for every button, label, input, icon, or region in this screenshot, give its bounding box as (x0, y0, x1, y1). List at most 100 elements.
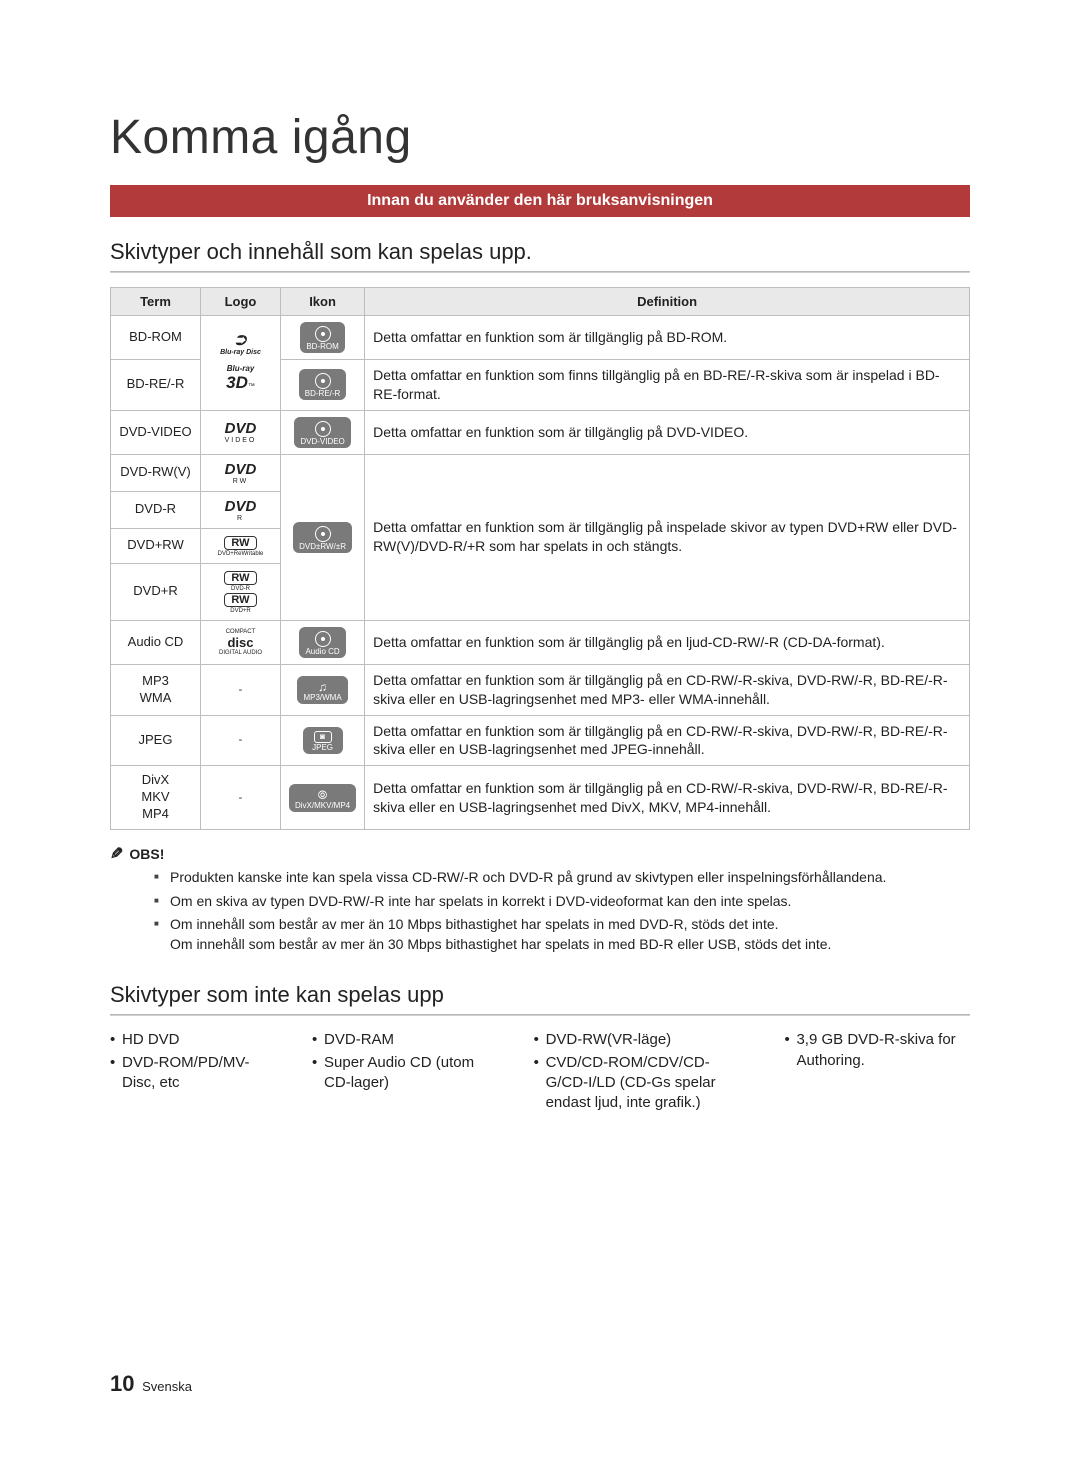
cd-logo-icon: disc (227, 635, 253, 650)
table-row: DVD-RW(V) DVD RW DVD±RW/±R Detta omfatta… (111, 454, 970, 491)
dvd-logo-sub: RW (209, 478, 272, 485)
th-ikon: Ikon (281, 288, 365, 316)
list-item: DVD-ROM/PD/MV-Disc, etc (110, 1053, 276, 1094)
video-icon: ⦾ DivX/MKV/MP4 (289, 784, 356, 812)
table-row: JPEG - ◙ JPEG Detta omfattar en funktion… (111, 715, 970, 766)
bluray-logo-icon: ⮊ (235, 332, 246, 349)
page-root: Komma igång Innan du använder den här br… (0, 0, 1080, 1115)
cell-term: MP3 WMA (111, 664, 201, 715)
cell-def: Detta omfattar en funktion som är tillgä… (365, 410, 970, 454)
heading-underline (110, 1014, 970, 1016)
dvd-logo-icon: DVD (225, 461, 257, 478)
cd-logo-sub: DIGITAL AUDIO (209, 650, 272, 656)
obs-label-text: OBS! (129, 846, 164, 862)
list-item: Super Audio CD (utom CD-lager) (312, 1053, 498, 1094)
heading-unplayable: Skivtyper som inte kan spelas upp (110, 982, 970, 1008)
rw-logo-sub: DVD+R (209, 608, 272, 614)
th-term: Term (111, 288, 201, 316)
cell-term: DVD-RW(V) (111, 454, 201, 491)
page-footer: 10 Svenska (110, 1371, 192, 1397)
note-icon: ✎ (110, 844, 123, 864)
table-row: BD-ROM ⮊ Blu-ray Disc Blu-ray 3D™ BD-ROM… (111, 316, 970, 360)
cell-logo: RW DVD+ReWritable (201, 528, 281, 563)
cell-ikon: ♫ MP3/WMA (281, 664, 365, 715)
ikon-label: BD-RE/-R (305, 389, 341, 398)
cell-ikon: DVD±RW/±R (281, 454, 365, 620)
cell-logo: - (201, 766, 281, 830)
cell-logo: - (201, 664, 281, 715)
cell-term: DVD+RW (111, 528, 201, 563)
bluray3d-main: 3D (226, 373, 248, 393)
bluray3d-top: Blu-ray (209, 364, 272, 373)
list-item: Om innehåll som består av mer än 10 Mbps… (154, 915, 970, 954)
list-item: HD DVD (110, 1030, 276, 1050)
cell-ikon: BD-ROM (281, 316, 365, 360)
rw-logo-sub: DVD-R (209, 586, 272, 592)
ikon-label: MP3/WMA (303, 693, 341, 702)
dvd-logo-icon: DVD (225, 420, 257, 437)
disc-icon: DVD-VIDEO (294, 417, 350, 448)
rw-logo-icon: RW (224, 536, 256, 550)
page-number: 10 (110, 1371, 134, 1396)
cell-ikon: BD-RE/-R (281, 360, 365, 411)
table-header-row: Term Logo Ikon Definition (111, 288, 970, 316)
cell-logo: DVD VIDEO (201, 410, 281, 454)
table-row: DivX MKV MP4 - ⦾ DivX/MKV/MP4 Detta omfa… (111, 766, 970, 830)
image-icon: ◙ JPEG (303, 727, 343, 754)
list-item: 3,9 GB DVD-R-skiva for Authoring. (784, 1030, 970, 1071)
list-item: DVD-RAM (312, 1030, 498, 1050)
cell-def: Detta omfattar en funktion som är tillgä… (365, 620, 970, 664)
unplay-col: 3,9 GB DVD-R-skiva for Authoring. (784, 1030, 970, 1115)
obs-list: Produkten kanske inte kan spela vissa CD… (110, 868, 970, 954)
cell-logo: DVD RW (201, 454, 281, 491)
dvd-logo-sub: VIDEO (209, 437, 272, 444)
dvd-logo-icon: DVD (225, 498, 257, 515)
cell-ikon: Audio CD (281, 620, 365, 664)
rw-logo-icon: RW (224, 571, 256, 585)
unplay-col: HD DVD DVD-ROM/PD/MV-Disc, etc (110, 1030, 276, 1115)
table-row: Audio CD COMPACT disc DIGITAL AUDIO Audi… (111, 620, 970, 664)
th-definition: Definition (365, 288, 970, 316)
cell-def: Detta omfattar en funktion som är tillgä… (365, 766, 970, 830)
music-icon: ♫ MP3/WMA (297, 676, 347, 704)
cell-def: Detta omfattar en funktion som finns til… (365, 360, 970, 411)
page-title: Komma igång (110, 110, 970, 165)
ikon-label: JPEG (312, 743, 333, 752)
section-bar: Innan du använder den här bruksanvisning… (110, 185, 970, 217)
cell-term: DVD+R (111, 563, 201, 620)
unplayable-columns: HD DVD DVD-ROM/PD/MV-Disc, etc DVD-RAM S… (110, 1030, 970, 1115)
cell-logo: COMPACT disc DIGITAL AUDIO (201, 620, 281, 664)
list-item: Produkten kanske inte kan spela vissa CD… (154, 868, 970, 888)
cell-term: BD-RE/-R (111, 360, 201, 411)
disc-icon: BD-ROM (300, 322, 344, 353)
unplayable-section: Skivtyper som inte kan spelas upp HD DVD… (110, 982, 970, 1115)
cell-logo: RW DVD-R RW DVD+R (201, 563, 281, 620)
disc-table: Term Logo Ikon Definition BD-ROM ⮊ Blu-r… (110, 287, 970, 830)
cell-def: Detta omfattar en funktion som är tillgä… (365, 454, 970, 620)
cell-ikon: ◙ JPEG (281, 715, 365, 766)
ikon-label: Audio CD (305, 647, 339, 656)
page-lang: Svenska (142, 1379, 192, 1394)
ikon-label: DVD-VIDEO (300, 437, 344, 446)
ikon-label: DivX/MKV/MP4 (295, 801, 350, 810)
cell-def: Detta omfattar en funktion som är tillgä… (365, 715, 970, 766)
disc-icon: BD-RE/-R (299, 369, 347, 400)
rw-logo-icon: RW (224, 593, 256, 607)
obs-label: ✎ OBS! (110, 844, 164, 864)
cell-def: Detta omfattar en funktion som är tillgä… (365, 664, 970, 715)
cell-logo-bluray: ⮊ Blu-ray Disc Blu-ray 3D™ (201, 316, 281, 411)
cell-term: JPEG (111, 715, 201, 766)
cell-term: DVD-R (111, 491, 201, 528)
list-item: CVD/CD-ROM/CDV/CD-G/CD-I/LD (CD-Gs spela… (534, 1053, 749, 1114)
cell-ikon: ⦾ DivX/MKV/MP4 (281, 766, 365, 830)
disc-icon: Audio CD (299, 627, 345, 658)
disc-icon: DVD±RW/±R (293, 522, 352, 553)
cell-term: DivX MKV MP4 (111, 766, 201, 830)
cell-logo: DVD R (201, 491, 281, 528)
unplay-col: DVD-RAM Super Audio CD (utom CD-lager) (312, 1030, 498, 1115)
cell-def: Detta omfattar en funktion som är tillgä… (365, 316, 970, 360)
ikon-label: BD-ROM (306, 342, 338, 351)
unplay-col: DVD-RW(VR-läge) CVD/CD-ROM/CDV/CD-G/CD-I… (534, 1030, 749, 1115)
rw-logo-sub: DVD+ReWritable (209, 551, 272, 557)
list-item: Om en skiva av typen DVD-RW/-R inte har … (154, 892, 970, 912)
